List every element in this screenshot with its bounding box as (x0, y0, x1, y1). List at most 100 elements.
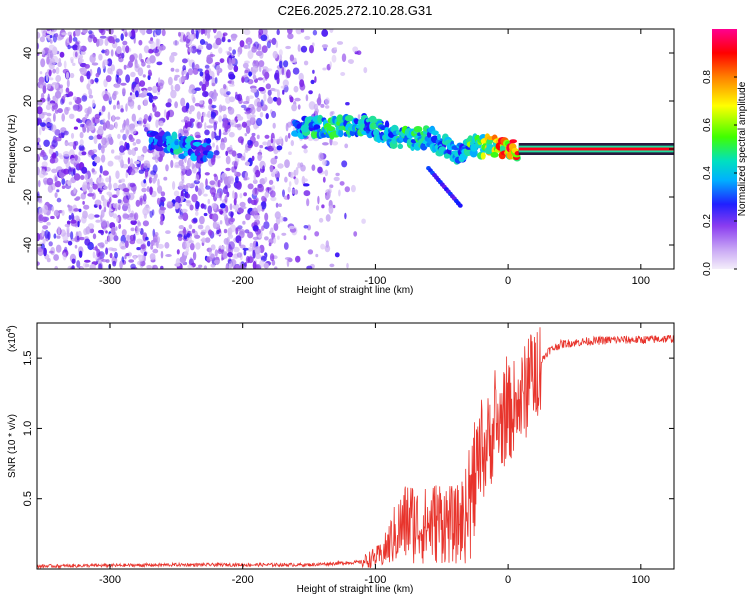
noise-speck (178, 214, 184, 220)
noise-speck (88, 135, 94, 140)
noise-speck (149, 253, 156, 261)
noise-speck (148, 176, 153, 184)
noise-speck (123, 202, 130, 206)
noise-speck (92, 116, 96, 124)
noise-speck (288, 151, 292, 155)
noise-speck (108, 124, 115, 131)
noise-speck (257, 184, 264, 193)
noise-speck (170, 67, 175, 72)
noise-speck (93, 214, 100, 218)
noise-speck (236, 123, 242, 131)
noise-speck (112, 194, 118, 198)
noise-speck (183, 129, 189, 137)
noise-speck (223, 228, 228, 234)
noise-speck (209, 180, 216, 186)
noise-speck (271, 110, 277, 119)
noise-speck (261, 45, 268, 53)
noise-speck (101, 194, 105, 202)
noise-speck (144, 169, 149, 178)
noise-speck (318, 152, 324, 161)
noise-speck (295, 166, 299, 176)
noise-speck (183, 69, 187, 75)
noise-speck (309, 45, 314, 54)
noise-speck (42, 32, 46, 38)
x-tick-label: 100 (632, 574, 650, 586)
noise-speck (101, 137, 107, 146)
carrier-blob (509, 139, 517, 144)
noise-speck (80, 67, 87, 76)
noise-speck (73, 208, 80, 212)
noise-speck (147, 174, 154, 178)
noise-speck (205, 79, 210, 88)
noise-speck (228, 234, 234, 239)
noise-speck (128, 252, 132, 257)
noise-speck (247, 139, 253, 146)
noise-speck (108, 133, 112, 139)
carrier-blob (202, 154, 207, 163)
noise-speck (56, 189, 60, 193)
noise-speck (269, 230, 272, 235)
noise-speck (47, 231, 51, 240)
noise-speck (282, 189, 285, 198)
noise-speck (239, 244, 246, 249)
noise-speck (256, 117, 263, 127)
noise-speck (195, 242, 201, 250)
noise-speck (265, 83, 271, 90)
noise-speck (174, 74, 180, 78)
noise-speck (135, 90, 139, 98)
noise-speck (174, 202, 180, 210)
noise-speck (123, 29, 128, 35)
noise-speck (150, 41, 156, 51)
noise-speck (147, 163, 151, 168)
noise-speck (37, 137, 41, 143)
noise-speck (253, 225, 259, 230)
carrier-blob (413, 126, 423, 133)
carrier-blob (436, 133, 441, 141)
noise-speck (267, 96, 274, 104)
noise-speck (118, 184, 124, 190)
noise-speck (49, 35, 53, 39)
noise-speck (116, 68, 123, 76)
noise-speck (80, 175, 85, 180)
noise-speck (156, 91, 161, 96)
noise-speck (199, 182, 204, 190)
noise-speck (164, 242, 170, 249)
carrier-blob (338, 129, 344, 138)
noise-speck (229, 83, 235, 87)
noise-speck (108, 138, 114, 145)
noise-speck (246, 120, 252, 127)
noise-speck (51, 105, 55, 112)
noise-speck (140, 59, 144, 63)
noise-speck (241, 206, 247, 210)
noise-speck (81, 215, 87, 224)
noise-speck (87, 106, 92, 115)
noise-speck (268, 39, 273, 44)
noise-speck (121, 52, 125, 59)
chart-title: C2E6.2025.272.10.28.G31 (278, 3, 433, 18)
x-tick-label: -200 (232, 275, 254, 287)
noise-speck (51, 124, 57, 133)
noise-speck (206, 125, 214, 129)
noise-speck (112, 203, 119, 209)
noise-speck (284, 159, 290, 169)
noise-speck (69, 56, 74, 62)
carrier-blob (397, 143, 404, 149)
noise-speck (129, 158, 134, 167)
noise-speck (211, 104, 217, 109)
noise-speck (114, 121, 118, 129)
noise-speck (56, 197, 62, 203)
noise-speck (263, 262, 269, 269)
noise-speck (203, 265, 208, 269)
noise-speck (46, 83, 52, 90)
noise-speck (76, 118, 81, 123)
noise-speck (274, 211, 281, 220)
noise-speck (303, 235, 307, 241)
noise-speck (287, 132, 291, 139)
noise-speck (244, 69, 249, 74)
noise-speck (64, 246, 68, 252)
noise-speck (51, 139, 58, 148)
noise-speck (199, 39, 206, 45)
noise-speck (260, 99, 264, 107)
noise-speck (119, 145, 125, 153)
noise-speck (100, 219, 107, 227)
